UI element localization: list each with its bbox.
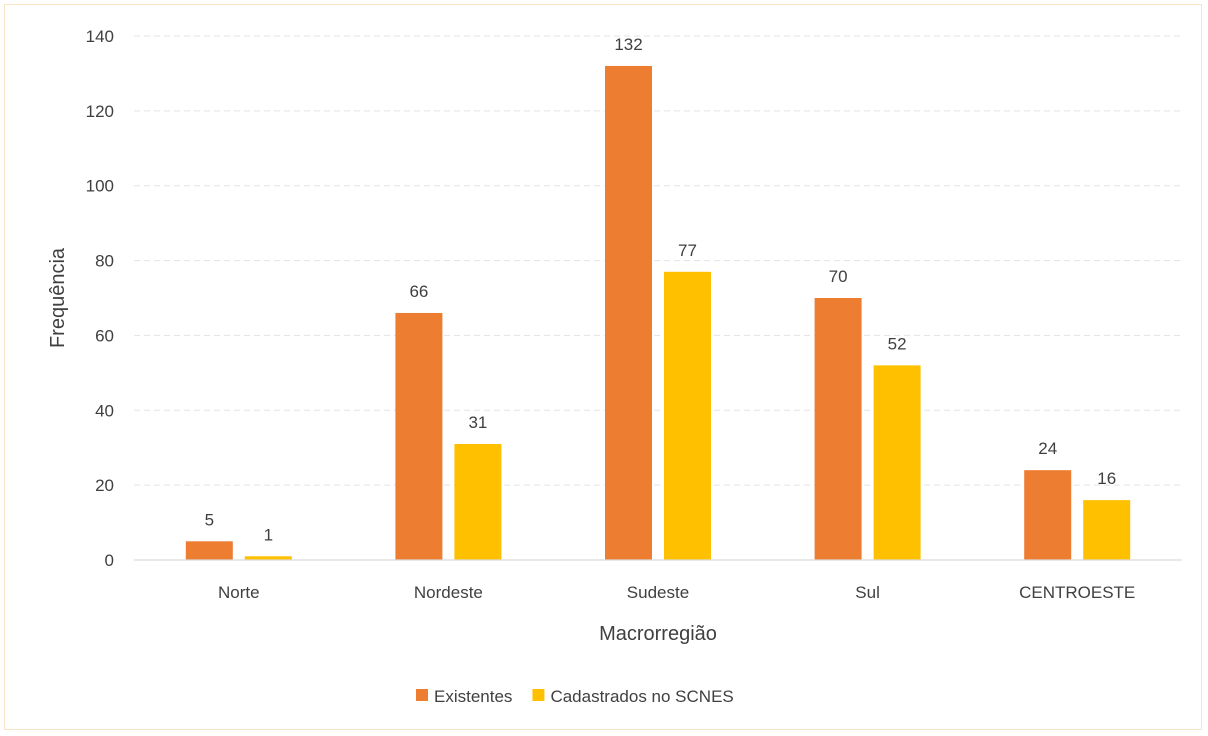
y-axis-ticks: 0 20 40 60 80 100 120 140 xyxy=(86,27,114,570)
legend-label: Existentes xyxy=(434,687,512,706)
bars xyxy=(185,65,1131,560)
legend-swatch xyxy=(416,689,428,701)
gridlines xyxy=(134,35,1182,486)
data-label: 70 xyxy=(829,267,848,286)
x-axis-title: Macrorregião xyxy=(599,623,717,645)
y-tick-label: 80 xyxy=(95,252,114,271)
legend: Existentes Cadastrados no SCNES xyxy=(416,687,734,706)
x-category-label: Sudeste xyxy=(627,583,689,602)
bar-cadastrados-sudeste xyxy=(664,271,711,560)
data-label: 31 xyxy=(468,413,487,432)
y-tick-label: 60 xyxy=(95,326,114,345)
x-category-label: Norte xyxy=(218,583,260,602)
data-label: 52 xyxy=(888,334,907,353)
bar-cadastrados-nordeste xyxy=(454,443,502,560)
data-label: 5 xyxy=(205,510,214,529)
data-label: 16 xyxy=(1097,469,1116,488)
bar-cadastrados-sul xyxy=(873,365,921,560)
y-tick-label: 20 xyxy=(95,476,114,495)
bar-existentes-sudeste xyxy=(605,65,652,560)
bar-existentes-norte xyxy=(185,541,233,560)
y-tick-label: 0 xyxy=(105,551,114,570)
x-axis-categories: Norte Nordeste Sudeste Sul CENTROESTE xyxy=(218,583,1135,602)
y-tick-label: 40 xyxy=(95,401,114,420)
data-label: 132 xyxy=(614,35,642,54)
data-label: 66 xyxy=(409,282,428,301)
legend-label: Cadastrados no SCNES xyxy=(550,687,733,706)
x-category-label: Nordeste xyxy=(414,583,483,602)
y-tick-label: 120 xyxy=(86,102,114,121)
y-axis-title: Frequência xyxy=(47,247,69,348)
data-label: 24 xyxy=(1038,439,1057,458)
bar-existentes-sul xyxy=(814,298,862,560)
data-label: 1 xyxy=(264,525,273,544)
bar-cadastrados-centroeste xyxy=(1083,500,1131,560)
bar-cadastrados-norte xyxy=(244,556,292,560)
chart-frame xyxy=(4,4,1202,730)
x-category-label: Sul xyxy=(855,583,880,602)
y-tick-label: 100 xyxy=(86,177,114,196)
bar-existentes-centroeste xyxy=(1024,470,1072,560)
legend-swatch xyxy=(532,689,545,701)
y-tick-label: 140 xyxy=(86,27,114,46)
x-category-label: CENTROESTE xyxy=(1019,583,1135,602)
bar-existentes-nordeste xyxy=(395,312,443,560)
data-label: 77 xyxy=(678,241,697,260)
data-labels: 5 1 66 31 132 77 70 52 24 16 xyxy=(205,35,1117,544)
